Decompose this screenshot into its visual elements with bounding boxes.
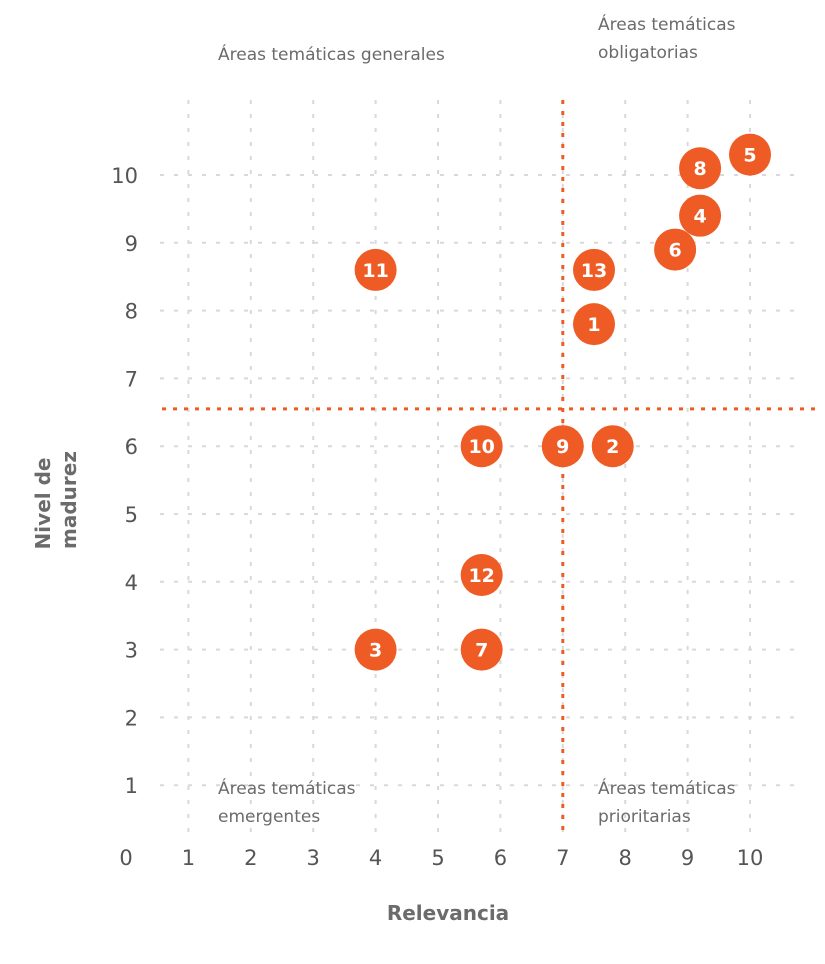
x-tick-label: 9 — [681, 846, 694, 870]
y-tick-label: 1 — [125, 774, 138, 798]
data-point-12: 12 — [460, 554, 503, 597]
x-tick-label: 2 — [244, 846, 257, 870]
data-point-label: 5 — [743, 145, 756, 167]
data-point-label: 8 — [693, 158, 706, 180]
x-tick-label: 10 — [737, 846, 764, 870]
x-tick-label: 4 — [369, 846, 382, 870]
data-point-marker — [654, 228, 697, 271]
data-point-10: 10 — [460, 425, 503, 468]
data-point-label: 4 — [693, 206, 706, 228]
x-axis-title: Relevancia — [387, 901, 509, 925]
data-point-7: 7 — [460, 628, 503, 671]
data-point-label: 6 — [669, 240, 682, 262]
data-point-8: 8 — [679, 147, 722, 190]
data-point-1: 1 — [573, 303, 615, 346]
data-point-label: 12 — [468, 565, 494, 587]
data-point-marker — [679, 194, 722, 237]
quadrant-label-bottom-left: Áreas temáticas emergentes — [218, 777, 361, 827]
data-point-label: 2 — [606, 436, 619, 458]
data-point-label: 11 — [362, 260, 388, 282]
data-point-marker — [591, 425, 634, 468]
y-axis-title: Nivel de madurez — [31, 451, 81, 550]
data-point-label: 1 — [587, 314, 600, 336]
x-tick-label: 1 — [182, 846, 195, 870]
threshold-lines — [162, 100, 822, 830]
data-point-marker — [460, 628, 503, 671]
x-tick-label: 6 — [494, 846, 507, 870]
y-tick-label: 5 — [125, 503, 138, 527]
y-tick-label: 7 — [125, 367, 138, 391]
x-tick-label: 7 — [556, 846, 569, 870]
data-point-label: 9 — [556, 436, 569, 458]
x-axis-ticks: 0 1 2 3 4 5 6 7 8 9 10 — [119, 846, 763, 870]
data-point-9: 9 — [541, 425, 584, 468]
data-point-label: 10 — [468, 436, 494, 458]
data-point-label: 3 — [369, 640, 382, 662]
data-point-marker — [354, 248, 397, 291]
data-point-13: 13 — [573, 248, 615, 291]
data-point-2: 2 — [591, 425, 634, 468]
quadrant-label-top-right: Áreas temáticas obligatorias — [598, 13, 741, 63]
y-tick-label: 8 — [125, 300, 138, 324]
data-point-11: 11 — [354, 248, 397, 291]
y-tick-label: 2 — [125, 706, 138, 730]
quadrant-label-bottom-right: Áreas temáticas prioritarias — [598, 777, 741, 827]
data-point-3: 3 — [354, 628, 397, 671]
data-point-label: 13 — [581, 260, 607, 282]
data-point-marker — [679, 147, 722, 190]
data-point-marker — [354, 628, 397, 671]
x-tick-label: 0 — [119, 846, 132, 870]
data-point-marker — [541, 425, 584, 468]
data-point-label: 7 — [475, 640, 488, 662]
y-axis-ticks: 1 2 3 4 5 6 7 8 9 10 — [111, 164, 138, 798]
quadrant-label-top-left: Áreas temáticas generales — [218, 43, 445, 65]
data-point-4: 4 — [679, 194, 722, 237]
data-point-marker — [573, 303, 615, 346]
x-tick-label: 8 — [619, 846, 632, 870]
data-point-marker — [573, 248, 615, 291]
data-point-marker — [460, 425, 503, 468]
y-tick-label: 3 — [125, 639, 138, 663]
y-tick-label: 9 — [125, 232, 138, 256]
y-tick-label: 10 — [111, 164, 138, 188]
y-tick-label: 4 — [125, 571, 138, 595]
data-point-6: 6 — [654, 228, 697, 271]
x-tick-label: 3 — [307, 846, 320, 870]
y-tick-label: 6 — [125, 435, 138, 459]
quadrant-labels: Áreas temáticas generales Áreas temática… — [218, 13, 741, 827]
data-point-5: 5 — [729, 133, 771, 176]
x-tick-label: 5 — [431, 846, 444, 870]
data-point-marker — [460, 554, 503, 597]
data-point-marker — [729, 133, 771, 176]
